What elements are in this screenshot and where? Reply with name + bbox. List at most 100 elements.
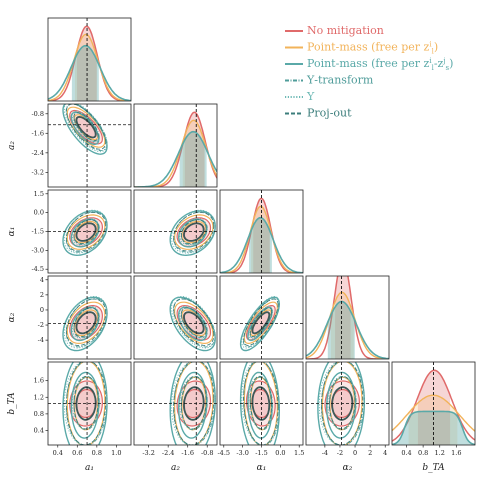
ytick-label: -1.5 (31, 228, 44, 236)
contour-dark (183, 222, 205, 242)
xtick-label: -1.5 (255, 449, 268, 457)
panel-frame (219, 189, 304, 274)
xtick-label: 1.0 (111, 449, 121, 457)
contour-4-0 (63, 295, 108, 349)
contour-4-0 (63, 362, 108, 445)
xtick-label: -3.0 (236, 449, 249, 457)
contour-4-0 (241, 295, 280, 349)
contour-2-0 (169, 362, 216, 445)
xtick-label: -0.8 (201, 449, 214, 457)
contour-5-1 (249, 375, 272, 430)
xtick-label: 2 (368, 449, 372, 457)
contour-3-1 (249, 376, 273, 431)
xtick-label: 4 (383, 449, 387, 457)
contour-5-0 (66, 104, 107, 150)
contour-5-1 (328, 375, 356, 430)
panel-bTA-alpha2: -4 -2 0 2 4 α₂ (305, 361, 390, 473)
panel-frame (305, 361, 390, 446)
contour-4-1 (179, 375, 208, 430)
marginal-curve-2 (306, 300, 389, 359)
contour-3-0 (173, 298, 216, 348)
contour-dark (183, 311, 205, 335)
panel-bTA-a1: 0.4 0.6 0.8 1.0 a₁ 0.4 0.8 1.2 1.6 b_TA (7, 361, 132, 473)
contour-5-0 (173, 211, 215, 252)
contour-5-1 (73, 112, 99, 142)
contour-1-1 (181, 220, 207, 244)
contour-4-1 (179, 217, 208, 246)
xtick-label: 0.4 (401, 449, 411, 457)
ytick-label: -3.2 (31, 168, 44, 176)
panel-a2-a1: -3.2 -2.4 -1.6 -0.8 a₂ (7, 103, 132, 188)
panel-a1-a1 (47, 17, 132, 102)
contour-5-1 (180, 375, 207, 430)
xtick-label: -2.4 (162, 449, 175, 457)
legend-item-4: Υ (285, 90, 315, 103)
contour-5-1 (180, 219, 207, 245)
xaxis-label: α₁ (257, 463, 267, 473)
legend-label: Proj-out (307, 107, 352, 120)
contour-1-0 (66, 362, 106, 445)
panel-frame (133, 361, 218, 446)
xtick-label: -1.6 (181, 449, 194, 457)
xtick-label: -4.5 (217, 449, 230, 457)
xaxis-label: b_TA (422, 463, 445, 473)
contour-4-0 (171, 295, 216, 349)
contour-3-1 (180, 376, 208, 431)
contour-dark (251, 311, 271, 335)
ytick-label: -4 (38, 336, 44, 344)
marginal-band-2 (327, 301, 355, 359)
xaxis-label: a₂ (171, 463, 180, 473)
legend: No mitigation Point-mass (free per zil)Po… (285, 24, 453, 120)
contour-1-0 (66, 301, 106, 345)
contour-dark (331, 386, 354, 421)
contour-5-1 (180, 307, 207, 338)
xtick-label: 0.6 (72, 449, 82, 457)
contour-2-1 (70, 111, 100, 145)
contour-2-1 (70, 218, 100, 248)
panel-frame (305, 275, 390, 360)
contour-2-0 (62, 210, 108, 257)
contour-5-0 (66, 362, 107, 445)
contour-4-0 (63, 104, 108, 153)
xtick-label: 0.8 (92, 449, 102, 457)
marginal-curve-1 (306, 291, 389, 359)
contour-2-1 (70, 371, 100, 439)
xtick-label: 0.0 (275, 449, 285, 457)
panel-frame (47, 275, 132, 360)
legend-label: Point-mass (free per zil) (307, 41, 438, 56)
xaxis-label: α₂ (343, 463, 353, 473)
contour-3-0 (173, 362, 216, 445)
contour-2-1 (177, 306, 208, 342)
xtick-label: 1.6 (451, 449, 461, 457)
contour-3-0 (173, 211, 216, 253)
legend-item-2: Point-mass (free per zil-zjs) (285, 57, 453, 72)
marginal-band-2 (179, 131, 207, 187)
contour-2-1 (70, 306, 100, 342)
panel-alpha2-alpha1 (219, 275, 304, 360)
legend-item-3: Υ-transform (285, 74, 374, 87)
panel-frame (47, 17, 132, 102)
panel-bTA-a2: -3.2 -2.4 -1.6 -0.8 a₂ (133, 361, 218, 473)
marginal-curve-1 (48, 33, 131, 101)
ytick-label: 0.0 (34, 209, 44, 217)
contour-1-0 (66, 214, 106, 250)
ytick-label: 1.2 (34, 393, 44, 401)
contour-dark (75, 222, 97, 242)
contour-5-1 (73, 219, 99, 245)
xtick-label: -3.2 (142, 449, 155, 457)
marginal-band-1 (330, 292, 354, 359)
marginal-band-2 (71, 45, 99, 101)
panel-bTA-alpha1: -4.5 -3.0 -1.5 0.0 1.5 α₁ (217, 361, 304, 473)
xtick-label: 0.8 (418, 449, 428, 457)
contour-2-0 (239, 296, 281, 352)
contour-4-1 (71, 217, 100, 246)
panels-layer: -3.2-2.4-1.6-0.8a₂-4.5-3.0-1.50.01.5α₁-4… (7, 17, 476, 473)
contour-1-0 (173, 301, 214, 345)
panel-alpha2-alpha2 (305, 275, 390, 360)
panel-frame (133, 275, 218, 360)
legend-item-1: Point-mass (free per zil) (285, 41, 438, 56)
panel-frame (47, 361, 132, 446)
contour-4-1 (71, 375, 100, 430)
xtick-label: 1.5 (294, 449, 304, 457)
ytick-label: -2 (38, 321, 44, 329)
